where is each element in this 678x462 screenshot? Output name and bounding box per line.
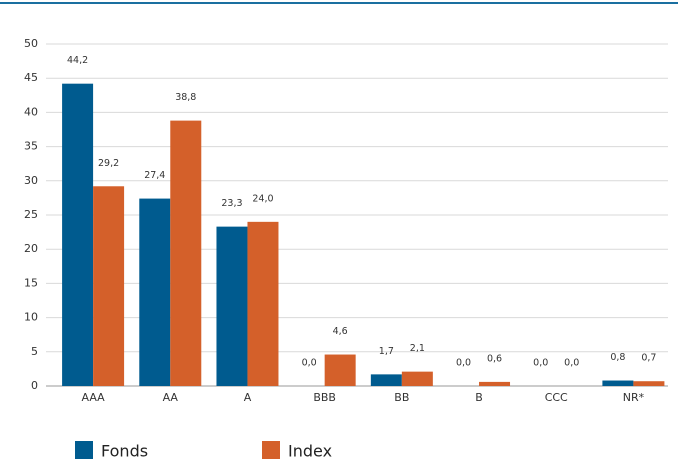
value-label: 1,7: [379, 346, 394, 357]
bar: [170, 120, 202, 386]
legend-label: Index: [288, 442, 332, 461]
value-label: 38,8: [175, 92, 196, 103]
legend-swatch: [75, 441, 93, 459]
bar: [139, 198, 171, 386]
x-tick-label: CCC: [545, 391, 568, 404]
y-tick-label: 15: [24, 276, 38, 289]
bar: [93, 186, 125, 386]
value-label: 27,4: [144, 170, 165, 181]
y-tick-label: 45: [24, 71, 38, 84]
value-label: 2,1: [410, 343, 425, 354]
bar: [370, 374, 402, 386]
bar: [479, 381, 511, 386]
value-label: 0,0: [564, 358, 579, 369]
x-tick-label: NR*: [623, 391, 645, 404]
bar: [324, 354, 356, 386]
value-label: 0,8: [610, 352, 625, 363]
y-tick-label: 25: [24, 208, 38, 221]
y-tick-label: 50: [24, 37, 38, 50]
y-tick-label: 10: [24, 311, 38, 324]
y-tick-label: 35: [24, 140, 38, 153]
bar: [602, 380, 634, 386]
x-tick-label: BB: [394, 391, 409, 404]
bar: [216, 226, 248, 386]
value-label: 0,0: [533, 358, 548, 369]
bar: [62, 83, 94, 386]
y-tick-label: 5: [31, 345, 38, 358]
legend-swatch: [262, 441, 280, 459]
x-tick-label: A: [244, 391, 252, 404]
x-tick-label: B: [475, 391, 483, 404]
legend-label: Fonds: [101, 442, 148, 461]
y-tick-label: 20: [24, 242, 38, 255]
y-tick-label: 40: [24, 105, 38, 118]
y-tick-label: 30: [24, 174, 38, 187]
x-tick-label: BBB: [313, 391, 336, 404]
value-label: 0,7: [641, 353, 656, 364]
value-label: 29,2: [98, 158, 119, 169]
value-label: 44,2: [67, 55, 88, 66]
bar: [633, 381, 665, 386]
value-label: 24,0: [252, 193, 273, 204]
value-label: 23,3: [221, 198, 242, 209]
bar: [401, 371, 433, 386]
value-label: 0,0: [456, 358, 471, 369]
value-label: 0,0: [302, 358, 317, 369]
y-tick-label: 0: [31, 379, 38, 392]
bar: [247, 221, 279, 386]
value-label: 0,6: [487, 353, 502, 364]
value-label: 4,6: [333, 326, 348, 337]
x-tick-label: AAA: [82, 391, 106, 404]
x-tick-label: AA: [163, 391, 179, 404]
